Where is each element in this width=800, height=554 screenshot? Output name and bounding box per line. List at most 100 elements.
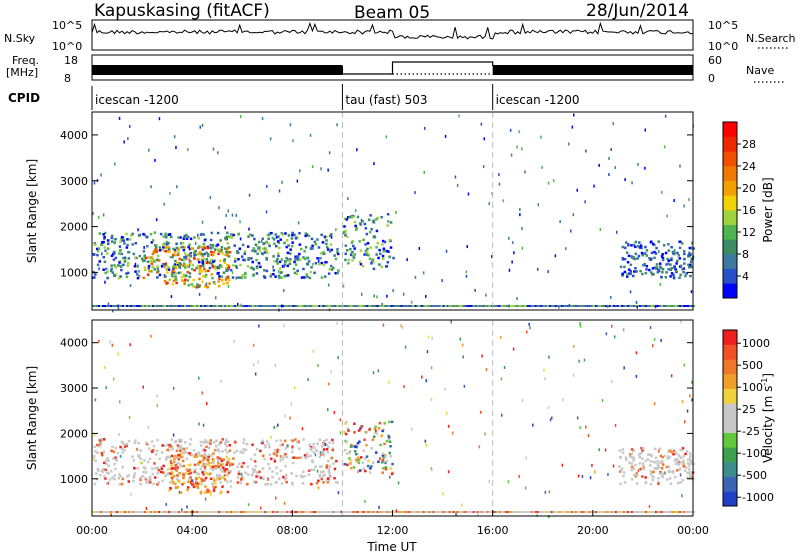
data-cell (289, 258, 292, 261)
data-cell (676, 481, 680, 485)
data-cell (132, 459, 135, 462)
data-cell (466, 245, 468, 249)
data-cell (373, 427, 377, 431)
data-cell (361, 461, 365, 464)
data-cell (646, 511, 649, 513)
data-cell (102, 467, 105, 471)
data-cell (392, 305, 395, 307)
data-cell (188, 469, 192, 472)
data-cell (565, 247, 567, 251)
data-cell (298, 440, 300, 444)
data-cell (158, 246, 162, 249)
data-cell (238, 247, 242, 250)
data-cell (366, 247, 369, 251)
data-cell (242, 438, 246, 441)
data-cell (580, 305, 583, 307)
data-cell (301, 427, 304, 431)
data-cell (318, 262, 321, 266)
data-cell (128, 416, 131, 419)
data-cell (650, 511, 653, 513)
data-cell (465, 274, 468, 278)
data-cell (347, 258, 350, 262)
data-cell (352, 214, 355, 218)
data-cell (358, 305, 361, 307)
data-cell (219, 481, 222, 484)
data-cell (154, 158, 156, 162)
data-cell (309, 454, 312, 457)
data-cell (233, 439, 237, 443)
sky-noise-trace (91, 21, 694, 50)
data-cell (689, 394, 691, 398)
data-cell (667, 249, 670, 252)
data-cell (182, 305, 185, 307)
data-cell (142, 276, 145, 280)
data-cell (485, 368, 488, 371)
data-cell (662, 472, 665, 475)
data-cell (350, 511, 353, 513)
data-cell (261, 454, 265, 458)
data-cell (246, 473, 250, 476)
data-cell (669, 268, 672, 272)
data-cell (204, 454, 208, 458)
data-cell (326, 511, 329, 513)
data-cell (480, 122, 483, 126)
data-cell (219, 468, 222, 471)
data-cell (242, 451, 245, 454)
data-cell (93, 276, 96, 279)
data-cell (502, 511, 505, 513)
data-cell (182, 476, 185, 480)
data-cell (377, 460, 380, 463)
data-cell (381, 461, 384, 464)
data-cell (295, 456, 298, 460)
data-cell (212, 465, 215, 468)
data-cell (561, 463, 564, 467)
data-cell (682, 455, 686, 458)
data-cell (206, 473, 210, 476)
colorbar-cell (723, 180, 737, 196)
data-cell (388, 380, 390, 384)
data-cell (230, 485, 232, 489)
data-cell (222, 282, 225, 285)
data-cell (508, 236, 510, 240)
data-cell (192, 482, 195, 486)
data-cell (206, 261, 209, 265)
freq-unit: [MHz] (6, 66, 38, 79)
data-cell (361, 292, 363, 296)
data-cell (661, 461, 664, 465)
data-cell (121, 447, 124, 451)
data-cell (634, 252, 638, 256)
data-cell (296, 257, 300, 260)
data-cell (335, 481, 338, 484)
data-cell (226, 242, 230, 245)
data-cell (623, 265, 626, 269)
data-cell (540, 511, 543, 513)
data-cell (289, 123, 292, 127)
data-cell (347, 262, 350, 265)
data-cell (576, 305, 579, 307)
data-cell (189, 438, 192, 441)
data-cell (203, 468, 207, 472)
nsky-tick-low: 10^0 (52, 40, 82, 53)
data-cell (667, 455, 670, 458)
data-cell (474, 511, 477, 513)
data-cell (137, 234, 141, 237)
data-cell (184, 266, 187, 269)
data-cell (100, 241, 104, 244)
data-cell (199, 492, 203, 495)
data-cell (113, 474, 117, 477)
data-cell (286, 305, 289, 307)
data-cell (156, 466, 159, 469)
data-cell (228, 449, 232, 452)
data-cell (275, 244, 278, 248)
data-cell (248, 193, 251, 197)
data-cell (260, 506, 262, 510)
data-cell (195, 286, 198, 289)
data-cell (289, 416, 291, 420)
data-cell (491, 255, 493, 259)
data-cell (629, 272, 632, 276)
data-cell (327, 408, 329, 412)
data-cell (666, 262, 670, 265)
data-cell (144, 467, 147, 470)
